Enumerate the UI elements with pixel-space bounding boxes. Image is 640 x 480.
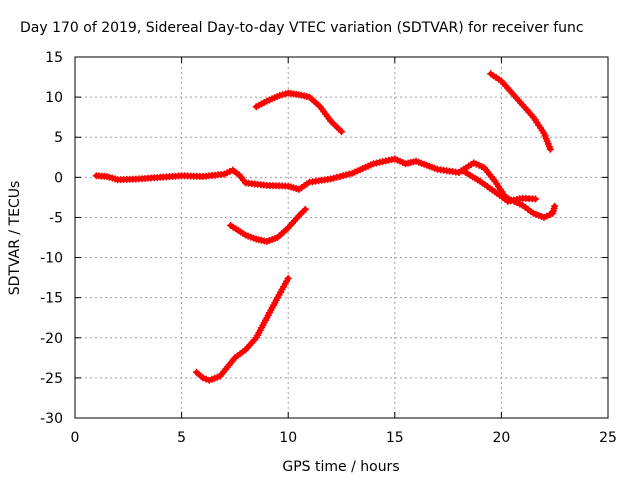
series-bottom-trace [193,274,292,384]
data-point [202,375,210,383]
data-point [199,374,207,382]
data-point [327,175,335,183]
x-tick-label: 5 [177,430,186,446]
data-point [532,195,539,203]
x-tick-label: 10 [279,430,297,446]
series-line [228,206,308,244]
x-tick-label: 15 [386,430,404,446]
series-main-trace [92,155,559,221]
x-axis-label: GPS time / hours [282,459,399,475]
axis-ticks: 0 5 10 15 20 25 -30 -25 -20 -15 -10 -5 0 5 10 15 [40,50,617,446]
x-tick-label: 20 [492,430,510,446]
y-axis-label: SDTVAR / TECUs [7,181,23,296]
y-tick-label: 0 [54,170,63,186]
y-tick-label: 15 [45,50,63,66]
series-line [488,71,553,152]
x-tick-label: 0 [71,430,80,446]
data-point [338,128,345,136]
y-tick-label: -25 [40,371,63,387]
y-tick-label: -20 [40,331,63,347]
data-point [301,205,309,213]
y-tick-label: -5 [49,210,63,226]
data-points [92,70,559,384]
data-point [345,170,353,178]
data-point [333,173,341,181]
y-tick-label: -15 [40,291,63,307]
series-top-right-trace [487,70,554,153]
series-line [194,275,291,383]
series-main-trace-lower-branch [459,167,539,205]
data-point [339,172,347,180]
y-tick-label: -10 [40,251,63,267]
series-middle-arc [227,205,309,245]
y-tick-label: 10 [45,90,63,106]
data-point [551,202,559,210]
chart-title: Day 170 of 2019, Sidereal Day-to-day VTE… [20,20,584,36]
y-tick-label: -30 [40,411,63,427]
x-tick-label: 25 [599,430,617,446]
data-point [284,274,292,282]
plot-frame [74,56,609,419]
y-tick-label: 5 [54,130,63,146]
series-top-arc [252,89,345,136]
data-point [546,145,554,153]
